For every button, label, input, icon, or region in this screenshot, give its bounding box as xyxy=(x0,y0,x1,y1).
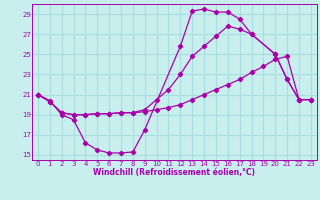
X-axis label: Windchill (Refroidissement éolien,°C): Windchill (Refroidissement éolien,°C) xyxy=(93,168,255,177)
